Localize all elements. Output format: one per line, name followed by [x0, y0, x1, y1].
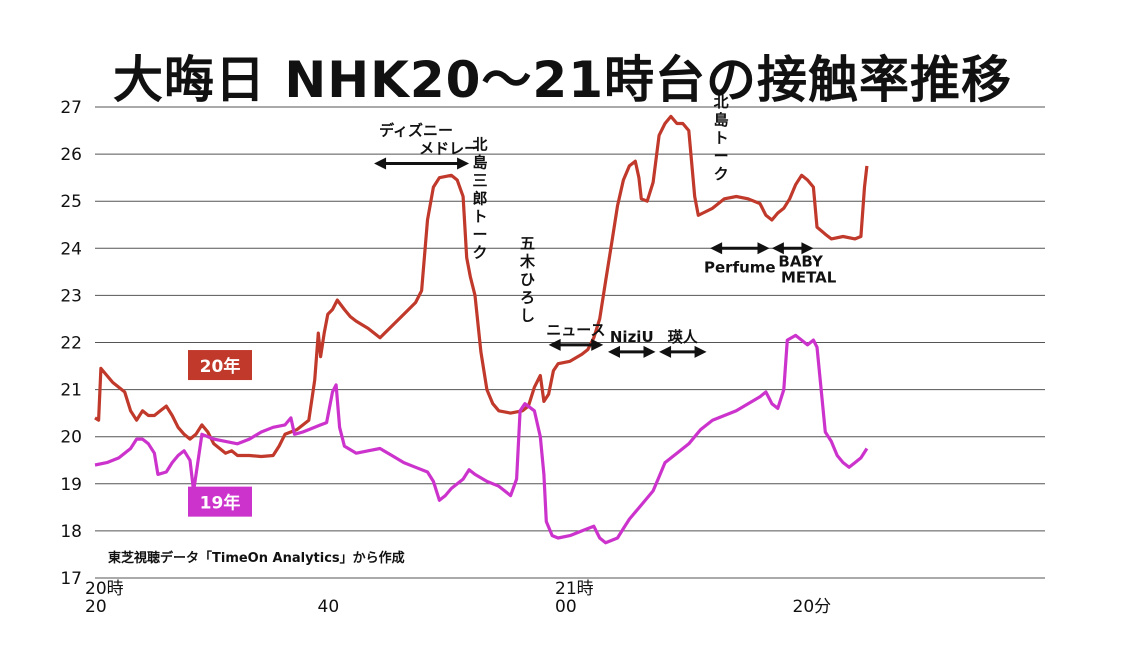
- annotation-char: ト: [473, 207, 488, 225]
- annotation-label: BABY: [778, 252, 824, 270]
- annotation-label: NiziU: [610, 328, 654, 346]
- y-tick-label: 26: [60, 145, 82, 165]
- annotation-char: ー: [714, 147, 729, 165]
- double-arrow: [710, 242, 770, 255]
- annotation-char: ク: [714, 165, 729, 183]
- annotation-label: METAL: [781, 268, 837, 286]
- y-tick-label: 19: [60, 475, 82, 495]
- gridlines: [95, 106, 1045, 579]
- annotation-char: 五: [520, 234, 535, 252]
- annotation-char: ろ: [520, 288, 535, 306]
- arrow-head-left: [548, 338, 561, 351]
- y-tick-label: 22: [60, 334, 82, 354]
- double-arrow: [659, 345, 707, 358]
- arrow-head-right: [694, 345, 707, 358]
- arrow-head-right: [591, 338, 604, 351]
- x-tick-label: 20: [85, 597, 107, 617]
- annotation: Perfume: [704, 242, 776, 276]
- x-tick-label: 20分: [793, 597, 832, 617]
- legend-label: 19年: [200, 493, 241, 514]
- double-arrow: [771, 242, 814, 255]
- y-tick-label: 21: [60, 381, 82, 401]
- annotation-label: 瑛人: [668, 328, 699, 346]
- legend: 20年 19年: [188, 350, 252, 517]
- legend-swatch: [188, 486, 252, 517]
- annotation-char: 島: [714, 111, 729, 129]
- series-lines: [94, 114, 869, 545]
- annotation-char: ト: [714, 129, 729, 147]
- legend-badge: 19年: [188, 486, 252, 517]
- arrow-head-left: [710, 242, 723, 255]
- annotation-label: Perfume: [704, 258, 776, 276]
- annotation-char: し: [520, 306, 535, 324]
- annotation-char: ー: [473, 225, 488, 243]
- annotation: ニュース: [546, 321, 606, 351]
- y-tick-label: 24: [60, 239, 82, 259]
- annotation-char: 島: [473, 153, 488, 171]
- y-tick-label: 23: [60, 286, 82, 306]
- arrow-head-right: [757, 242, 770, 255]
- annotation-char: 三: [473, 171, 488, 189]
- legend-badge: 20年: [188, 350, 252, 381]
- legend-label: 20年: [200, 356, 241, 377]
- y-tick-label: 17: [60, 569, 82, 589]
- x-tick-label: 00: [555, 597, 577, 617]
- annotation: 瑛人: [659, 328, 707, 358]
- y-tick-label: 25: [60, 192, 82, 212]
- double-arrow: [608, 345, 656, 358]
- arrow-head-left: [608, 345, 620, 358]
- annotation-label: ディズニー: [379, 122, 453, 140]
- legend-swatch: [188, 350, 252, 381]
- y-tick-label: 18: [60, 522, 82, 542]
- annotation-char: 郎: [473, 189, 488, 207]
- source-note: 東芝視聴データ「TimeOn Analytics」から作成: [108, 550, 405, 566]
- arrow-head-left: [771, 242, 784, 255]
- annotation-char: 北: [714, 93, 729, 111]
- arrow-head-left: [659, 345, 672, 358]
- annotation-char: 北: [473, 135, 488, 153]
- y-axis-ticks: 17 18 19 20 21 22 23 24 25 26 27: [60, 98, 82, 589]
- arrow-head-right: [801, 242, 814, 255]
- annotation: NiziU: [608, 328, 656, 358]
- arrow-head-right: [457, 157, 470, 170]
- x-tick-label: 40: [318, 597, 340, 617]
- series-line-19年: [94, 333, 869, 545]
- y-tick-label: 27: [60, 98, 82, 118]
- arrow-head-left: [374, 157, 387, 170]
- annotation-char: 木: [519, 252, 536, 270]
- chart-title: 大晦日 NHK20～21時台の接触率推移: [112, 51, 1012, 109]
- x-tick-label-top: 20時: [85, 579, 124, 599]
- double-arrow: [374, 157, 470, 170]
- annotation-label: メドレー: [419, 140, 479, 158]
- x-tick-label-top: 21時: [555, 579, 594, 599]
- double-arrow: [548, 338, 604, 351]
- annotation-char: ひ: [520, 270, 535, 288]
- series-line-20年: [94, 114, 869, 459]
- annotation-label: ニュース: [546, 321, 605, 339]
- arrow-head-right: [643, 345, 656, 358]
- y-tick-label: 20: [60, 428, 82, 448]
- annotation-char: ク: [473, 243, 488, 261]
